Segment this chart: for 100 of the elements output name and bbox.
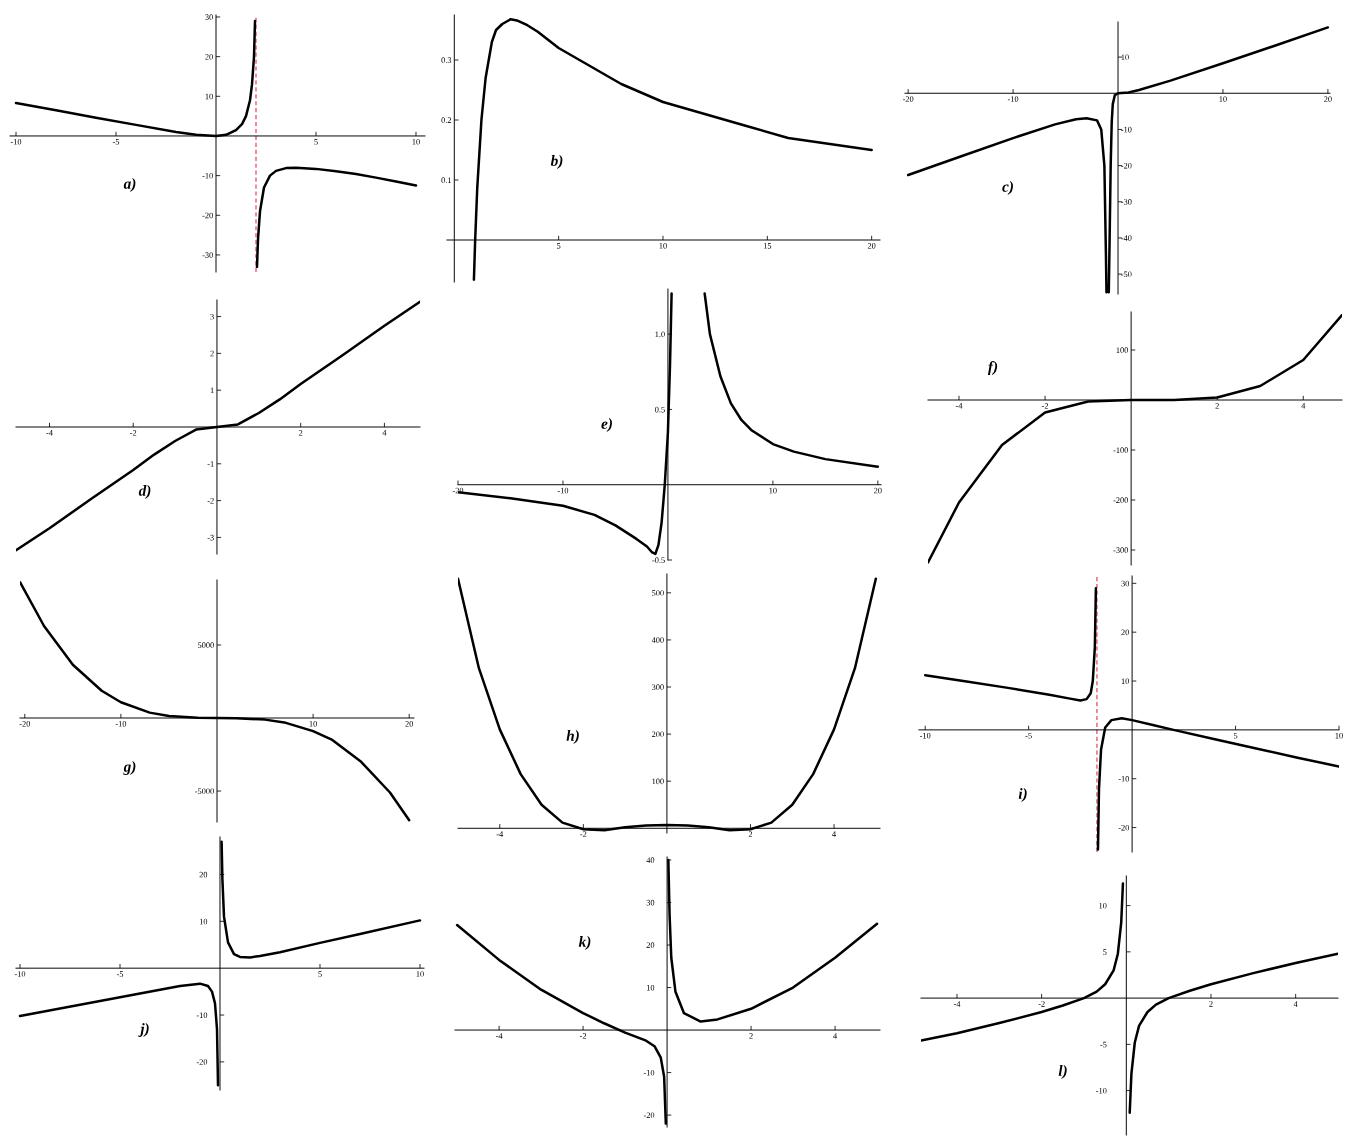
y-tick-label: 30 [1121,580,1130,587]
y-tick-label: 10 [646,984,655,991]
x-tick-label: 4 [1301,403,1306,409]
x-tick-label: 2 [1215,403,1219,409]
x-tick-label: 5 [314,139,318,145]
y-tick-label: 3 [210,313,214,320]
y-tick-label: -2 [207,498,214,504]
x-tick-label: 20 [867,243,876,249]
x-tick-label: 4 [833,1033,838,1039]
x-tick-label: 4 [832,831,836,837]
x-tick-label: -10 [10,138,22,145]
y-tick-label: -10 [202,172,213,179]
annotation: j) [138,1023,149,1037]
y-tick-label: -20 [643,1112,655,1119]
y-tick-label: 500 [652,590,664,596]
x-tick-label: -4 [495,1033,503,1039]
y-tick-label: 20 [205,53,213,60]
y-tick-label: 5 [1103,949,1107,955]
y-tick-label: 10 [1099,902,1107,909]
y-tick-label: 30 [205,14,213,20]
x-tick-label: -20 [902,96,914,102]
line-series [16,300,420,552]
y-tick-label: -300 [1113,547,1129,553]
y-tick-label: -30 [1121,199,1132,205]
annotation: l) [1058,1065,1067,1079]
x-tick-label: -10 [557,487,569,494]
y-tick-label: -5 [1100,1041,1107,1048]
x-tick-label: -5 [1025,732,1032,739]
y-tick-label: 2 [210,350,214,357]
y-tick-label: -100 [1113,447,1129,453]
x-tick-label: -5 [116,971,124,977]
y-tick-label: 20 [199,871,208,878]
y-tick-label: -10 [1121,126,1132,133]
x-tick-label: -10 [919,732,931,739]
x-tick-label: -10 [1007,96,1019,102]
y-tick-label: 0.1 [441,177,452,184]
y-tick-label: 100 [652,778,664,785]
x-tick-label: 20 [405,721,414,727]
x-tick-label: 5 [1233,732,1238,739]
y-tick-label: 1 [210,387,214,394]
x-tick-label: -2 [130,430,137,436]
x-tick-label: 5 [557,243,561,249]
x-tick-label: 2 [749,1033,753,1039]
x-tick-label: -20 [19,721,31,727]
x-tick-label: -2 [579,1033,587,1039]
y-tick-label: -50 [1121,271,1132,278]
annotation: h) [566,730,579,744]
annotation: a) [123,178,136,192]
y-tick-label: 1.0 [655,331,665,338]
y-tick-label: -3 [207,534,214,541]
y-tick-label: 40 [646,857,655,863]
x-tick-label: -2 [580,831,587,837]
y-tick-label: 20 [646,942,655,948]
y-tick-label: 10 [1121,678,1130,684]
y-tick-label: -20 [1121,162,1132,169]
y-tick-label: -10 [643,1069,655,1076]
x-tick-label: 2 [748,831,753,837]
x-tick-label: 10 [412,138,420,145]
y-tick-label: -20 [1118,824,1130,831]
x-tick-label: 10 [309,721,317,727]
annotation: k) [578,936,591,950]
y-tick-label: -10 [1118,776,1130,782]
y-tick-label: 10 [199,918,208,925]
line-series [928,313,1342,564]
annotation: e) [601,418,612,432]
y-tick-label: -5000 [195,788,214,795]
x-tick-label: 4 [1293,1001,1298,1007]
y-tick-label: -10 [196,1012,208,1019]
x-tick-label: 10 [1335,732,1343,739]
x-tick-label: 2 [298,430,303,436]
x-tick-label: -4 [953,1001,961,1007]
y-tick-label: 30 [646,899,655,906]
x-tick-label: 4 [382,430,387,436]
line-series [20,580,411,822]
x-tick-label: -5 [112,139,120,145]
line-series [458,577,878,832]
y-tick-label: -10 [1096,1087,1107,1094]
annotation: i) [1018,788,1027,802]
x-tick-label: 20 [874,487,882,494]
y-tick-label: 0.3 [441,57,452,64]
x-tick-label: 5 [318,971,322,977]
y-tick-label: -20 [202,212,213,219]
y-tick-label: 0.5 [655,406,665,413]
y-tick-label: 200 [652,731,664,738]
y-tick-label: 300 [652,684,664,690]
y-tick-label: 100 [1116,347,1129,353]
x-tick-label: -4 [46,430,53,436]
x-tick-label: -10 [115,721,127,727]
x-tick-label: -4 [955,403,963,409]
x-tick-label: -2 [1038,1001,1045,1007]
y-tick-label: 20 [1121,629,1130,636]
annotation: g) [123,761,136,775]
y-tick-label: -20 [196,1059,208,1065]
annotation: b) [550,155,563,169]
y-tick-label: 0.2 [441,117,452,124]
x-tick-label: 10 [769,487,777,494]
x-tick-label: -4 [496,831,504,837]
y-tick-label: -200 [1113,497,1129,503]
y-tick-label: 10 [1121,54,1129,61]
x-tick-label: 2 [1209,1001,1213,1007]
